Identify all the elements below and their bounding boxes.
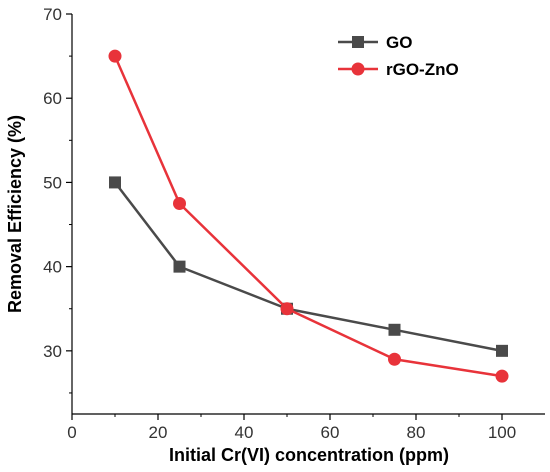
x-tick-label: 60 <box>321 423 340 442</box>
legend-marker-rgo-zno <box>351 62 365 76</box>
x-tick-label: 20 <box>149 423 168 442</box>
data-point-rgo-zno <box>108 49 122 63</box>
y-tick-label: 70 <box>43 5 62 24</box>
y-tick-label: 50 <box>43 173 62 192</box>
legend-label-rgo-zno: rGO-ZnO <box>386 60 459 79</box>
y-tick-label: 60 <box>43 89 62 108</box>
series-rgo-zno <box>108 49 509 383</box>
series-go <box>109 176 508 357</box>
data-point-rgo-zno <box>173 196 186 210</box>
x-tick-label: 100 <box>488 423 516 442</box>
y-axis-title: Removal Efficiency (%) <box>5 115 25 313</box>
x-ticks: 0 20 40 60 80 100 <box>67 414 516 442</box>
data-point-go <box>173 260 186 273</box>
legend-label-go: GO <box>386 33 412 52</box>
y-tick-label: 30 <box>43 342 62 361</box>
data-point-go <box>388 323 401 336</box>
data-point-rgo-zno <box>388 352 401 366</box>
data-point-go <box>109 176 121 189</box>
data-point-go <box>496 344 508 357</box>
axes <box>71 14 545 415</box>
legend-item-go: GO <box>338 33 412 52</box>
series-line-go <box>114 181 503 353</box>
legend-marker-go <box>352 36 364 48</box>
data-point-rgo-zno <box>495 369 509 383</box>
x-axis-title: Initial Cr(VI) concentration (ppm) <box>169 445 449 465</box>
x-tick-label: 80 <box>407 423 426 442</box>
x-tick-label: 0 <box>67 423 76 442</box>
data-point-rgo-zno <box>280 302 294 316</box>
y-tick-label: 40 <box>43 258 62 277</box>
y-ticks: 30 40 50 60 70 <box>43 5 72 394</box>
series-layer <box>108 49 509 383</box>
series-line-rgo-zno <box>113 55 503 378</box>
legend-item-rgo-zno: rGO-ZnO <box>338 60 459 79</box>
legend: GO rGO-ZnO <box>338 33 459 79</box>
x-tick-label: 40 <box>235 423 254 442</box>
